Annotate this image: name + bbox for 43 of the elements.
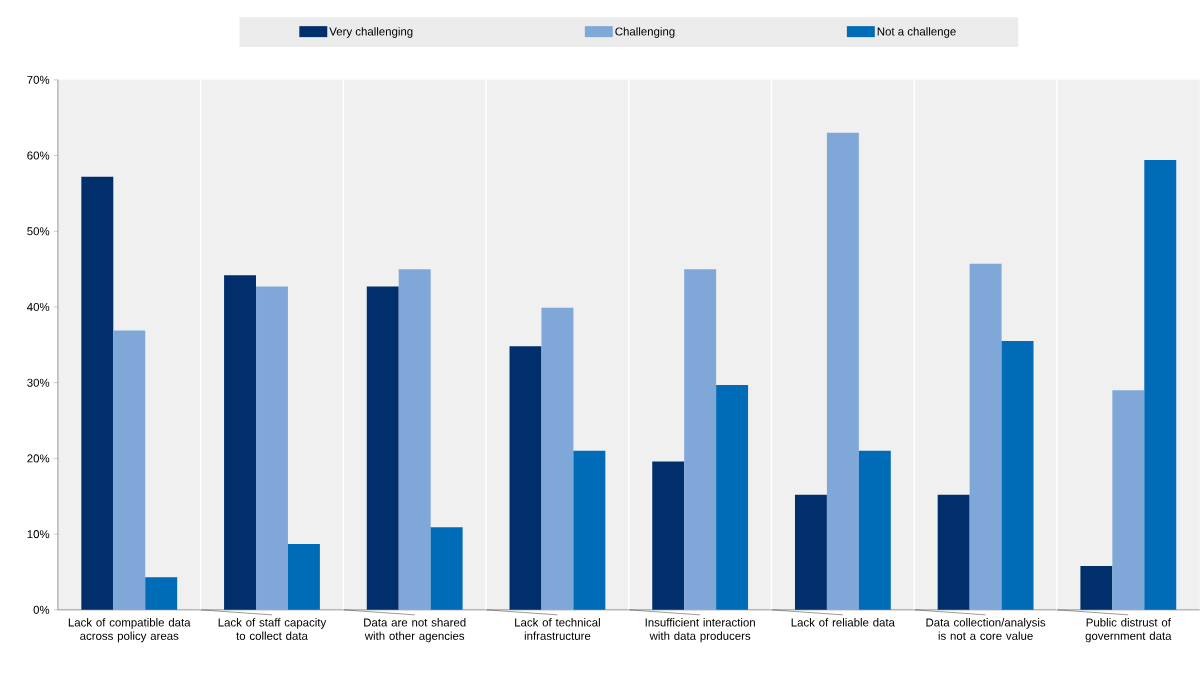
bar [858,450,891,610]
x-tick-label: Data are not shared with other agencies [364,618,466,643]
x-tick-label: Lack of reliable data [791,618,895,627]
legend-label: Challenging [615,27,675,38]
bar [287,544,320,610]
bar [684,269,717,610]
bar [969,263,1002,610]
bar [398,269,431,610]
y-tick-label: 20% [27,454,50,463]
bar [1112,390,1145,610]
bar [366,286,399,610]
x-tick-label: Data collection/analysis is not a core value [926,618,1046,641]
y-tick-label: 0% [33,605,50,615]
legend-label: Very challenging [329,27,413,38]
bar [937,494,970,610]
legend-label: Not a challenge [877,27,956,38]
bar [430,527,463,610]
x-tick-label: Insufficient interaction with data producers [645,618,755,643]
bar [256,286,288,610]
bar [794,494,827,610]
x-tick-label: Lack of technical infrastructure [515,618,600,641]
bar [145,577,178,610]
bar [1080,566,1113,610]
y-tick-label: 70% [27,75,50,85]
y-tick-label: 60% [27,151,50,160]
y-tick-label: 40% [27,303,50,312]
bar [1001,341,1034,610]
bar [716,385,749,610]
bar [113,330,146,610]
y-tick-label: 50% [27,227,50,236]
x-tick-label: Lack of staff capacity to collect data [218,618,327,641]
bar [573,450,606,610]
bar [826,132,859,610]
y-tick-label: 10% [27,530,50,539]
bar [1144,160,1177,610]
bar [81,176,114,610]
bar [509,346,542,610]
y-tick-label: 30% [27,378,50,387]
x-tick-label: Lack of compatible data across policy areas [68,618,191,643]
x-tick-label: Public distrust of government data [1085,618,1172,643]
bar [652,461,685,610]
bar [224,275,257,610]
bar [541,307,574,610]
